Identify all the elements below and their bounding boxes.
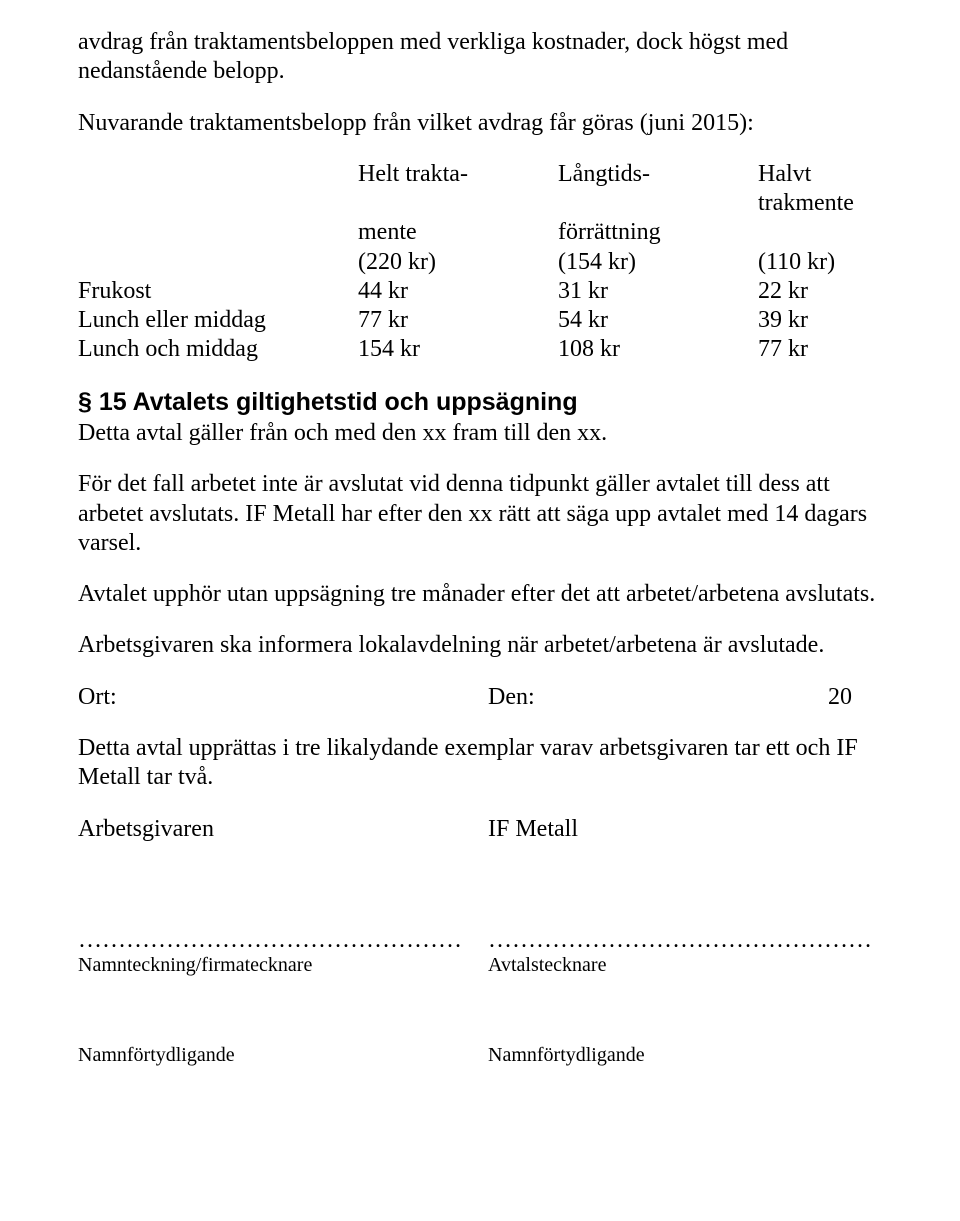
signature-dots-left: ………………………………………… [78, 926, 488, 955]
table-header-col3: Halvt trakmente [758, 160, 882, 219]
clarify-left: Namnförtydligande [78, 1043, 488, 1067]
signature-dots-right: ………………………………………… [488, 926, 872, 955]
table-header-row-1: Helt trakta- Långtids- Halvt trakmente [78, 160, 882, 219]
allowance-table: Helt trakta- Långtids- Halvt trakmente m… [78, 160, 882, 365]
table-header-col2b: förrättning [558, 218, 758, 247]
table-row: Lunch eller middag 77 kr 54 kr 39 kr [78, 306, 882, 335]
table-row-label: Lunch eller middag [78, 306, 358, 335]
table-cell [78, 218, 358, 247]
table-header-col1b: mente [358, 218, 558, 247]
table-cell: 31 kr [558, 277, 758, 306]
intro-paragraph-2: Nuvarande traktamentsbelopp från vilket … [78, 109, 882, 138]
table-row-label: Frukost [78, 277, 358, 306]
ort-label: Ort: [78, 683, 488, 712]
signature-label-row: Namnteckning/firmatecknare Avtalstecknar… [78, 955, 882, 977]
table-cell [758, 218, 882, 247]
table-cell [78, 248, 358, 277]
den-label: Den: [488, 683, 828, 712]
table-base-c2: (154 kr) [558, 248, 758, 277]
table-cell: 54 kr [558, 306, 758, 335]
table-base-c3: (110 kr) [758, 248, 882, 277]
signature-dots-row: ………………………………………… ………………………………………… [78, 926, 882, 955]
ort-row: Ort: Den: 20 [78, 683, 882, 712]
table-cell: 39 kr [758, 306, 882, 335]
party-ifmetall: IF Metall [488, 815, 578, 844]
party-employer: Arbetsgivaren [78, 815, 488, 844]
section-15-p3: Avtalet upphör utan uppsägning tre månad… [78, 580, 882, 609]
signature-label-right: Avtalstecknare [488, 953, 606, 977]
table-cell: 108 kr [558, 335, 758, 364]
copies-paragraph: Detta avtal upprättas i tre likalydande … [78, 734, 882, 793]
clarify-row: Namnförtydligande Namnförtydligande [78, 1045, 882, 1067]
section-15-p1: Detta avtal gäller från och med den xx f… [78, 419, 882, 448]
parties-row: Arbetsgivaren IF Metall [78, 815, 882, 844]
table-base-row: (220 kr) (154 kr) (110 kr) [78, 248, 882, 277]
table-cell: 44 kr [358, 277, 558, 306]
intro-paragraph-1: avdrag från traktamentsbeloppen med verk… [78, 28, 882, 87]
section-15-p4: Arbetsgivaren ska informera lokalavdelni… [78, 631, 882, 660]
signature-label-left: Namnteckning/firmatecknare [78, 953, 488, 977]
table-header-col2a: Långtids- [558, 160, 758, 219]
spacer [78, 999, 882, 1045]
table-cell: 77 kr [758, 335, 882, 364]
table-row: Frukost 44 kr 31 kr 22 kr [78, 277, 882, 306]
table-base-c1: (220 kr) [358, 248, 558, 277]
table-cell: 22 kr [758, 277, 882, 306]
section-15-heading: § 15 Avtalets giltighetstid och uppsägni… [78, 387, 882, 418]
table-cell [78, 160, 358, 219]
table-header-col1a: Helt trakta- [358, 160, 558, 219]
year-prefix: 20 [828, 683, 852, 712]
table-cell: 154 kr [358, 335, 558, 364]
table-row: Lunch och middag 154 kr 108 kr 77 kr [78, 335, 882, 364]
clarify-right: Namnförtydligande [488, 1043, 645, 1067]
table-header-row-2: mente förrättning [78, 218, 882, 247]
table-cell: 77 kr [358, 306, 558, 335]
spacer [78, 866, 882, 926]
table-row-label: Lunch och middag [78, 335, 358, 364]
section-15-p2: För det fall arbetet inte är avslutat vi… [78, 470, 882, 558]
document-page: avdrag från traktamentsbeloppen med verk… [0, 0, 960, 1221]
